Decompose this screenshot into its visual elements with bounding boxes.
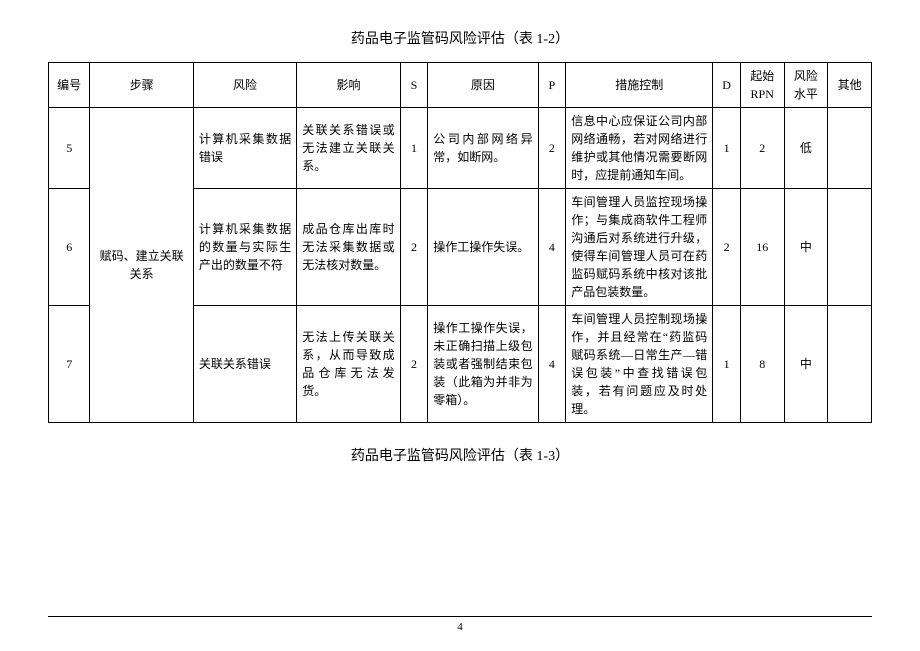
cell-level: 中 [784,306,828,423]
cell-control: 信息中心应保证公司内部网络通畅，若对网络进行维护或其他情况需要断网时，应提前通知… [566,108,713,189]
col-rpn: 起始RPN [740,63,784,108]
cell-control: 车间管理人员监控现场操作；与集成商软件工程师沟通后对系统进行升级，使得车间管理人… [566,189,713,306]
cell-s: 1 [400,108,428,189]
cell-p: 4 [538,306,566,423]
cell-rpn: 2 [740,108,784,189]
table-row: 5 赋码、建立关联关系 计算机采集数据错误 关联关系错误或无法建立关联关系。 1… [49,108,872,189]
col-id: 编号 [49,63,90,108]
col-cause: 原因 [428,63,538,108]
cell-risk: 关联关系错误 [193,306,296,423]
col-step: 步骤 [90,63,193,108]
cell-control: 车间管理人员控制现场操作，并且经常在“药监码赋码系统—日常生产—错误包装”中查找… [566,306,713,423]
cell-other [828,108,872,189]
cell-id: 5 [49,108,90,189]
footer-rule [48,616,872,617]
cell-cause: 操作工操作失误，未正确扫描上级包装或者强制结束包装（此箱为并非为零箱）。 [428,306,538,423]
cell-impact: 成品仓库出库时无法采集数据或无法核对数量。 [297,189,400,306]
cell-other [828,306,872,423]
cell-p: 2 [538,108,566,189]
col-level: 风险水平 [784,63,828,108]
col-impact: 影响 [297,63,400,108]
cell-p: 4 [538,189,566,306]
col-control: 措施控制 [566,63,713,108]
cell-cause: 操作工操作失误。 [428,189,538,306]
cell-impact: 无法上传关联关系，从而导致成品仓库无法发货。 [297,306,400,423]
cell-risk: 计算机采集数据的数量与实际生产出的数量不符 [193,189,296,306]
col-p: P [538,63,566,108]
cell-d: 2 [713,189,741,306]
cell-s: 2 [400,306,428,423]
cell-level: 低 [784,108,828,189]
page-number: 4 [0,621,920,633]
cell-risk: 计算机采集数据错误 [193,108,296,189]
cell-id: 6 [49,189,90,306]
table-title-1: 药品电子监管码风险评估（表 1-2） [48,28,872,48]
col-s: S [400,63,428,108]
col-d: D [713,63,741,108]
cell-impact: 关联关系错误或无法建立关联关系。 [297,108,400,189]
cell-d: 1 [713,108,741,189]
header-row: 编号 步骤 风险 影响 S 原因 P 措施控制 D 起始RPN 风险水平 其他 [49,63,872,108]
cell-d: 1 [713,306,741,423]
col-risk: 风险 [193,63,296,108]
cell-s: 2 [400,189,428,306]
cell-id: 7 [49,306,90,423]
table-title-2: 药品电子监管码风险评估（表 1-3） [48,445,872,465]
cell-cause: 公司内部网络异常，如断网。 [428,108,538,189]
cell-rpn: 8 [740,306,784,423]
cell-rpn: 16 [740,189,784,306]
col-other: 其他 [828,63,872,108]
cell-other [828,189,872,306]
cell-step-merged: 赋码、建立关联关系 [90,108,193,423]
cell-level: 中 [784,189,828,306]
risk-table: 编号 步骤 风险 影响 S 原因 P 措施控制 D 起始RPN 风险水平 其他 … [48,62,872,423]
